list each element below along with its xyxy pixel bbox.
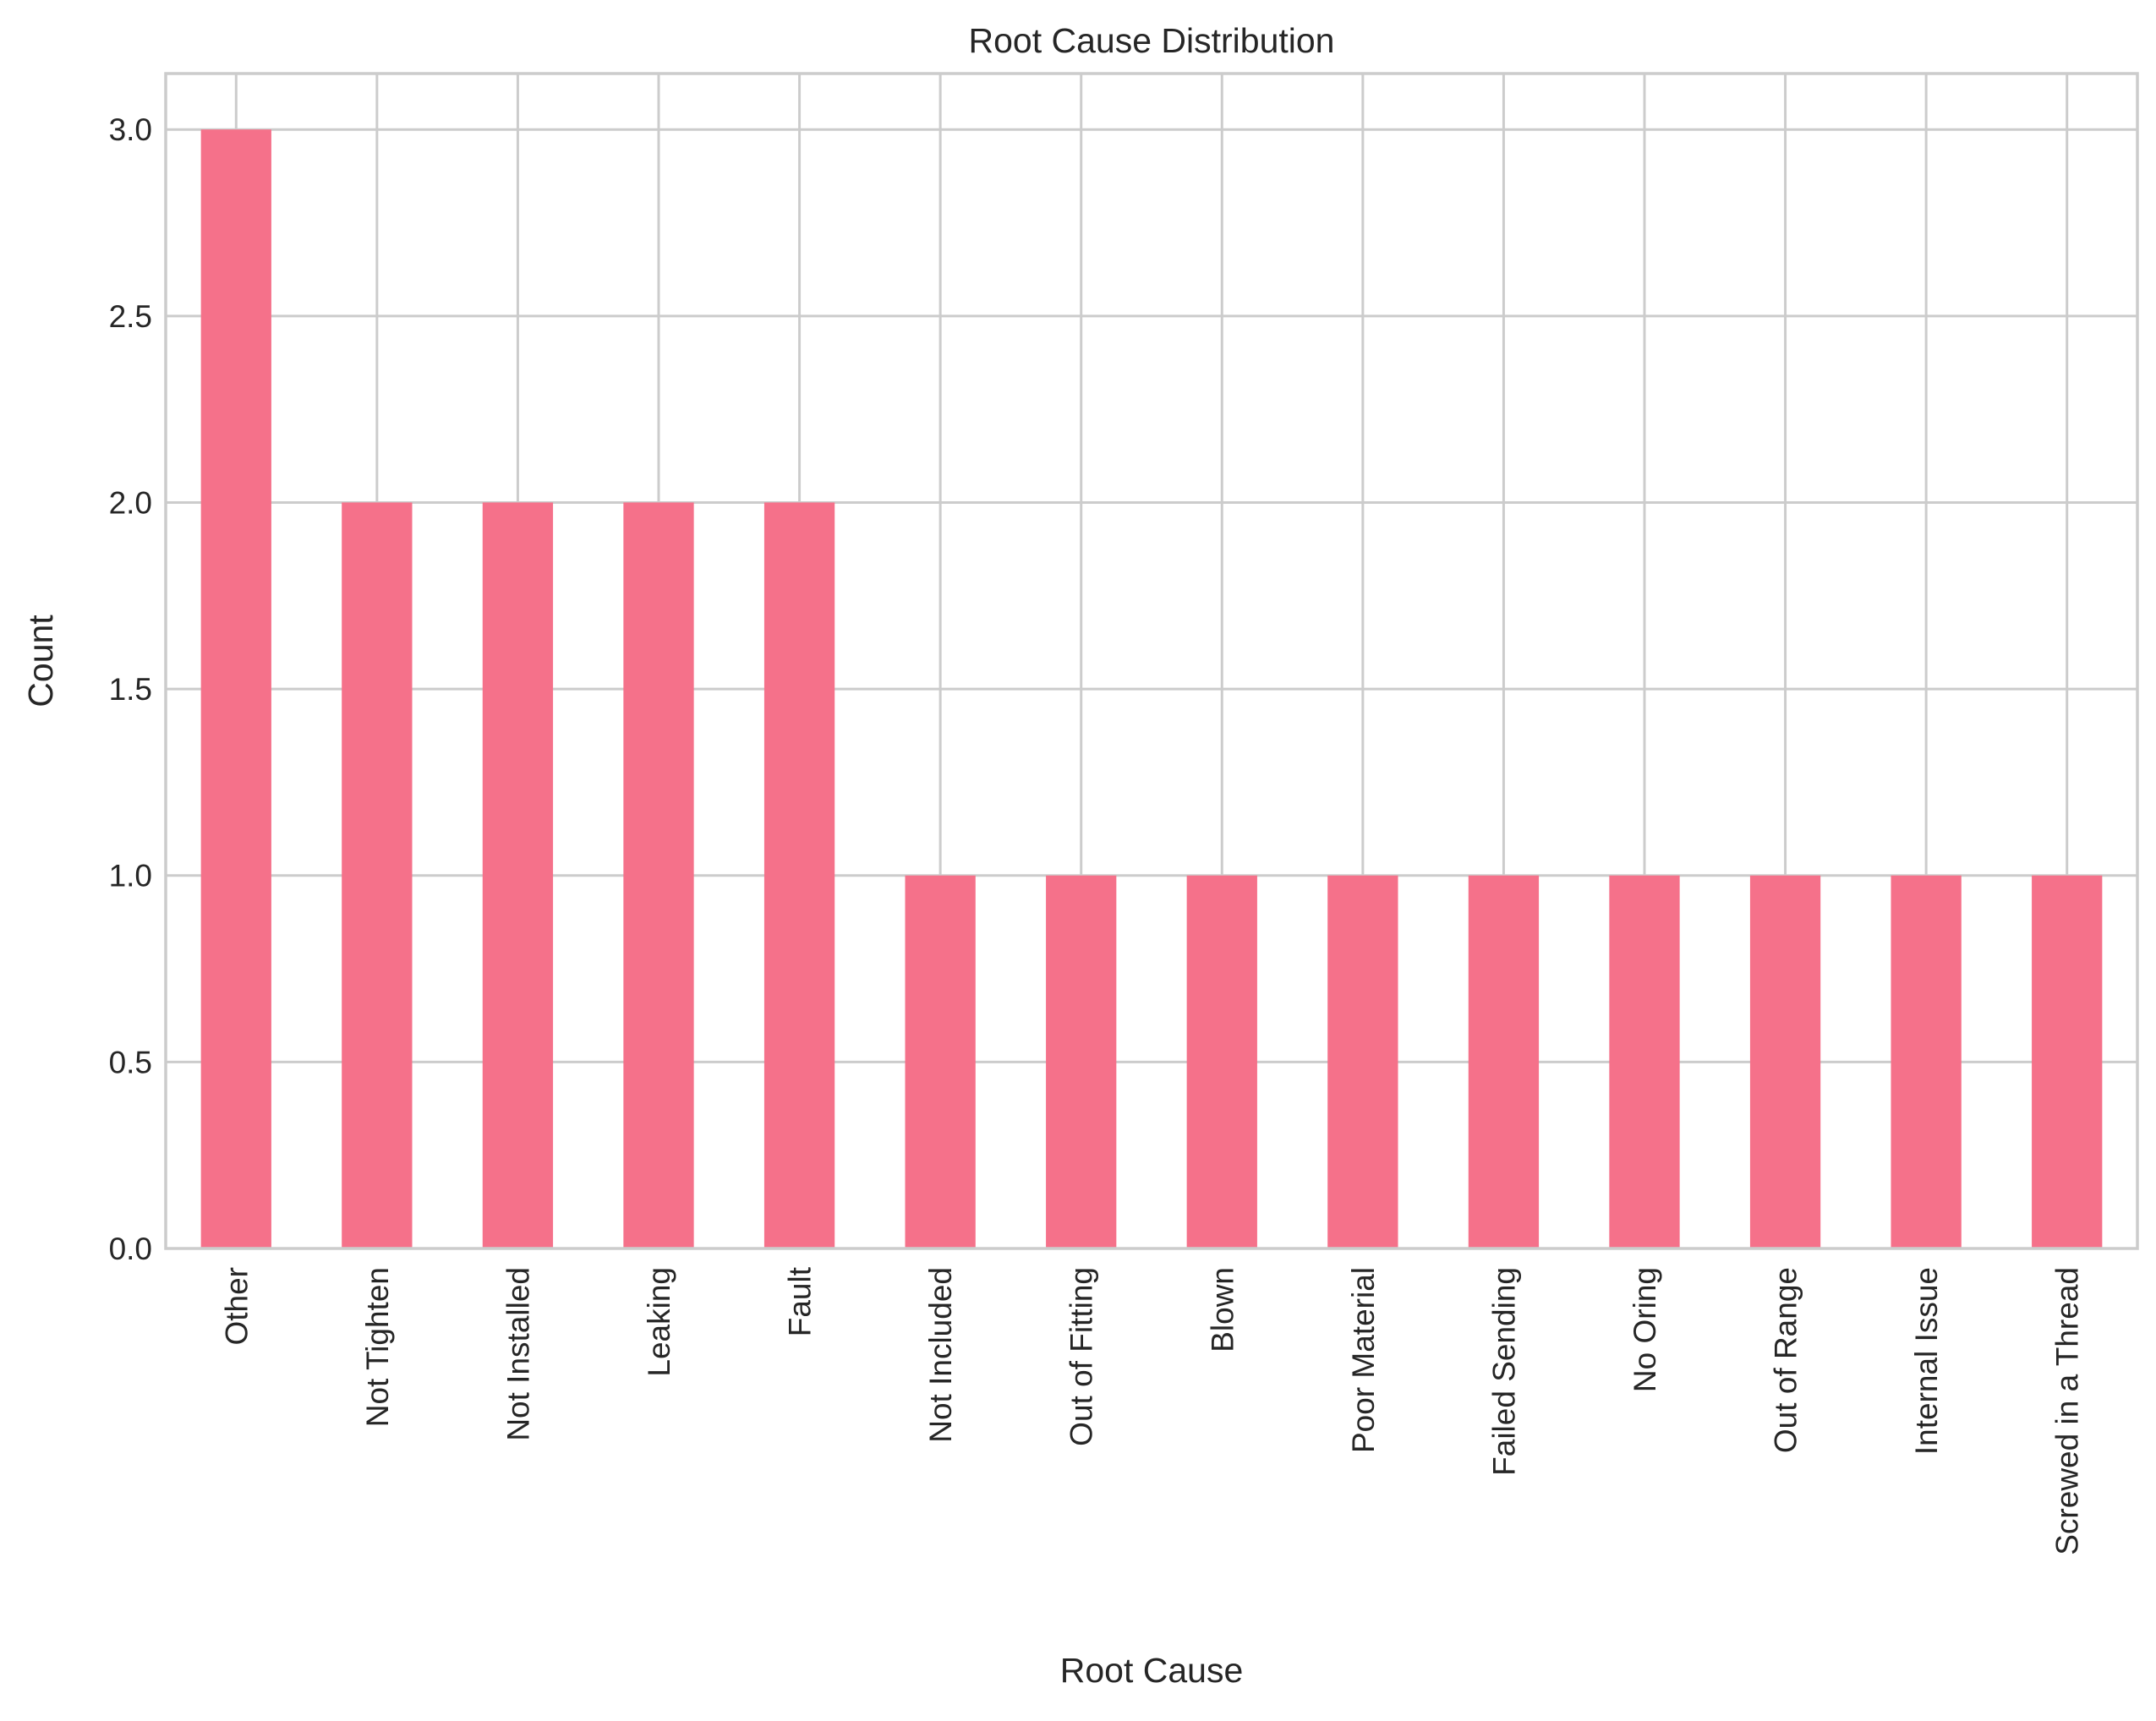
plot-area-frame <box>164 72 2139 1250</box>
y-tick-label: 0.0 <box>109 1232 152 1266</box>
x-tick-label: Not Included <box>923 1267 958 1443</box>
x-tick-label: Not Tighten <box>360 1267 395 1427</box>
x-tick-label: Screwed in a Thread <box>2050 1267 2085 1555</box>
x-tick-label: Failed Sending <box>1486 1267 1521 1476</box>
y-tick-label: 0.5 <box>109 1045 152 1079</box>
x-tick-label: Not Installed <box>501 1267 535 1441</box>
bar-failed-sending <box>1468 875 1540 1248</box>
y-tick-labels: 0.0 0.5 1.0 1.5 2.0 2.5 3.0 <box>109 112 152 1266</box>
bar-not-included <box>905 875 976 1248</box>
bars <box>200 129 2103 1249</box>
x-tick-label: No Oring <box>1628 1267 1662 1392</box>
x-tick-label: Out of Range <box>1769 1267 1803 1453</box>
x-tick-label: Out of Fitting <box>1064 1267 1099 1446</box>
bar-out-of-fitting <box>1046 875 1117 1248</box>
bar-other <box>200 129 271 1249</box>
bar-screwed-in-a-thread <box>2032 875 2103 1248</box>
x-tick-labels: Other Not Tighten Not Installed Leaking Faul… <box>219 1266 2084 1554</box>
x-tick-label: Fault <box>783 1266 818 1336</box>
bar-leaking <box>623 502 694 1248</box>
x-tick-label: Other <box>219 1267 254 1346</box>
x-tick-label: Leaking <box>642 1267 676 1377</box>
y-tick-label: 1.0 <box>109 859 152 893</box>
grid-lines <box>166 74 2137 1250</box>
x-tick-label: Poor Material <box>1346 1267 1381 1453</box>
y-tick-label: 3.0 <box>109 112 152 147</box>
y-tick-label: 2.5 <box>109 299 152 334</box>
x-tick-label: Blown <box>1205 1267 1239 1352</box>
bar-blown <box>1186 875 1257 1248</box>
bar-not-installed <box>482 502 554 1248</box>
y-tick-label: 2.0 <box>109 485 152 520</box>
bar-no-oring <box>1609 875 1680 1248</box>
bar-internal-issue <box>1891 875 1962 1248</box>
x-tick-label: Internal Issue <box>1909 1267 1944 1455</box>
bar-poor-material <box>1327 875 1398 1248</box>
bar-not-tighten <box>342 502 413 1248</box>
bar-out-of-range <box>1749 875 1821 1248</box>
x-axis-label: Root Cause <box>1060 1651 1244 1690</box>
bar-fault <box>763 502 835 1248</box>
y-axis-label: Count <box>21 615 60 708</box>
chart-title: Root Cause Distribution <box>969 21 1335 60</box>
y-tick-label: 1.5 <box>109 672 152 707</box>
